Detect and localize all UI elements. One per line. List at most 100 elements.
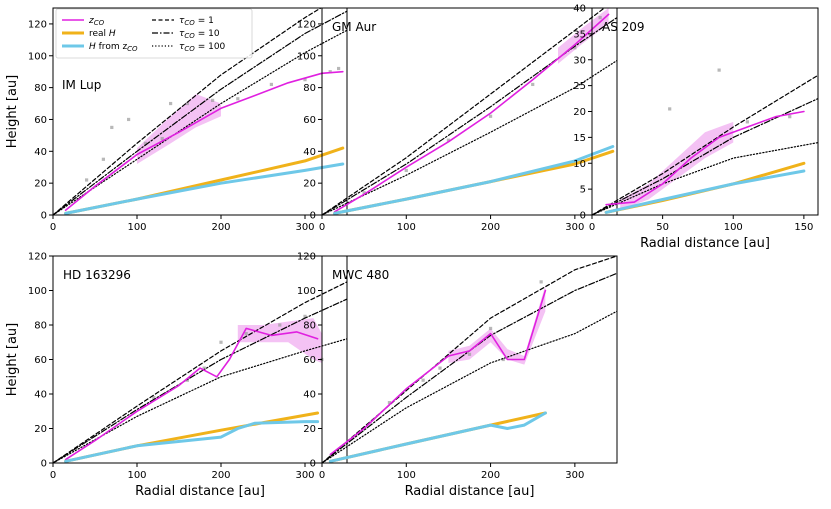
series-tau-co-1 [592, 74, 818, 215]
x-tick-label: 300 [565, 222, 584, 233]
panel-title: AS 209 [602, 20, 645, 34]
series-h-from-z-co [604, 169, 806, 214]
scatter-point [85, 178, 89, 182]
series-tau-co-10 [322, 17, 617, 215]
scatter-point [501, 357, 505, 362]
y-tick-label: 80 [303, 321, 316, 332]
y-tick-label: 0 [580, 211, 586, 222]
series-tau-co-1 [53, 8, 322, 215]
y-tick-label: 60 [303, 355, 316, 366]
scatter-point [169, 101, 173, 106]
scatter-point [404, 168, 408, 173]
y-tick-label: 40 [303, 390, 316, 401]
y-tick-label: 120 [297, 252, 316, 263]
y-tick-label: 0 [41, 211, 47, 222]
scatter-point [531, 82, 535, 87]
scatter-point [717, 68, 721, 72]
series-h-from-z-co [64, 162, 345, 215]
x-tick-label: 100 [127, 470, 146, 481]
y-tick-label: 120 [297, 19, 316, 30]
series-tau-co-100 [322, 59, 617, 215]
y-tick-label: 40 [303, 147, 316, 158]
legend-tau100-label: τCO = 100 [179, 42, 226, 53]
scatter-point [573, 46, 577, 50]
axes-frame [52, 7, 348, 216]
y-tick-label: 15 [573, 133, 586, 144]
plot-area [322, 8, 617, 215]
x-tick-label: 100 [397, 222, 416, 233]
plot-area [53, 8, 347, 215]
series-z-co [333, 13, 610, 213]
y-tick-label: 20 [573, 107, 586, 118]
scatter-point [467, 352, 472, 356]
scatter-point [110, 125, 114, 130]
zco-uncertainty-band [448, 285, 546, 365]
y-tick-label: 25 [573, 81, 586, 92]
scatter-point [303, 314, 307, 318]
scatter-point [244, 332, 248, 336]
x-axis-title: Radial distance [au] [640, 236, 770, 251]
x-tick-label: 200 [481, 470, 500, 481]
scatter-point [488, 114, 493, 118]
x-axis-title: Radial distance [au] [135, 484, 265, 499]
series-tau-co-10 [53, 298, 347, 463]
y-tick-label: 20 [303, 179, 316, 190]
y-tick-label: 80 [34, 83, 47, 94]
scatter-point [446, 138, 451, 142]
y-tick-label: 80 [303, 83, 316, 94]
scatter-point [143, 141, 147, 145]
plot-area [322, 256, 617, 463]
panel-title: HD 163296 [63, 268, 131, 282]
x-tick-label: 0 [50, 470, 56, 481]
panel-title: MWC 480 [332, 268, 389, 282]
y-tick-label: 5 [580, 185, 586, 196]
y-tick-label: 120 [28, 19, 47, 30]
x-tick-label: 0 [50, 222, 56, 233]
series-z-co [329, 289, 547, 456]
y-tick-label: 20 [34, 424, 47, 435]
panel-as-209: 0 50 100 150 0 5 10 15 20 25 30 35 40 AS 209 Radial di… [573, 4, 819, 251]
series-tau-co-100 [53, 29, 347, 215]
axes-frame [591, 7, 819, 216]
series-tau-co-10 [592, 98, 818, 215]
x-tick-label: 300 [295, 470, 314, 481]
y-tick-label: 20 [303, 424, 316, 435]
x-tick-label: 50 [656, 222, 669, 233]
scatter-point [219, 340, 223, 344]
series-tau-co-1 [322, 8, 606, 215]
scatter-point [185, 378, 189, 382]
zco-uncertainty-band [137, 93, 221, 165]
scatter-point [362, 191, 366, 195]
scatter-point [438, 366, 442, 370]
y-tick-label: 100 [28, 286, 47, 297]
scatter-point [387, 401, 392, 405]
y-tick-label: 80 [34, 321, 47, 332]
panel-title: IM Lup [62, 78, 101, 92]
plot-area [53, 281, 347, 463]
scatter-point [328, 70, 332, 74]
scatter-point [211, 98, 215, 102]
x-axis-title: Radial distance [au] [405, 484, 535, 499]
scatter-point [303, 78, 307, 82]
series-z-co [64, 327, 319, 461]
legend-realh-label: real H [89, 29, 116, 39]
scatter-point [236, 97, 240, 101]
y-tick-label: 0 [310, 459, 316, 470]
y-tick-label: 100 [297, 51, 316, 62]
panel-title: GM Aur [332, 20, 376, 34]
legend-tau10-label: τCO = 10 [179, 29, 220, 40]
x-tick-label: 300 [295, 222, 314, 233]
scatter-point [101, 157, 105, 161]
x-tick-label: 300 [565, 470, 584, 481]
y-tick-label: 0 [310, 211, 316, 222]
scatter-point [278, 323, 282, 327]
y-tick-label: 60 [34, 115, 47, 126]
x-tick-label: 0 [319, 222, 325, 233]
y-tick-label: 120 [28, 252, 47, 263]
y-tick-label: 100 [297, 286, 316, 297]
y-tick-label: 40 [34, 390, 47, 401]
